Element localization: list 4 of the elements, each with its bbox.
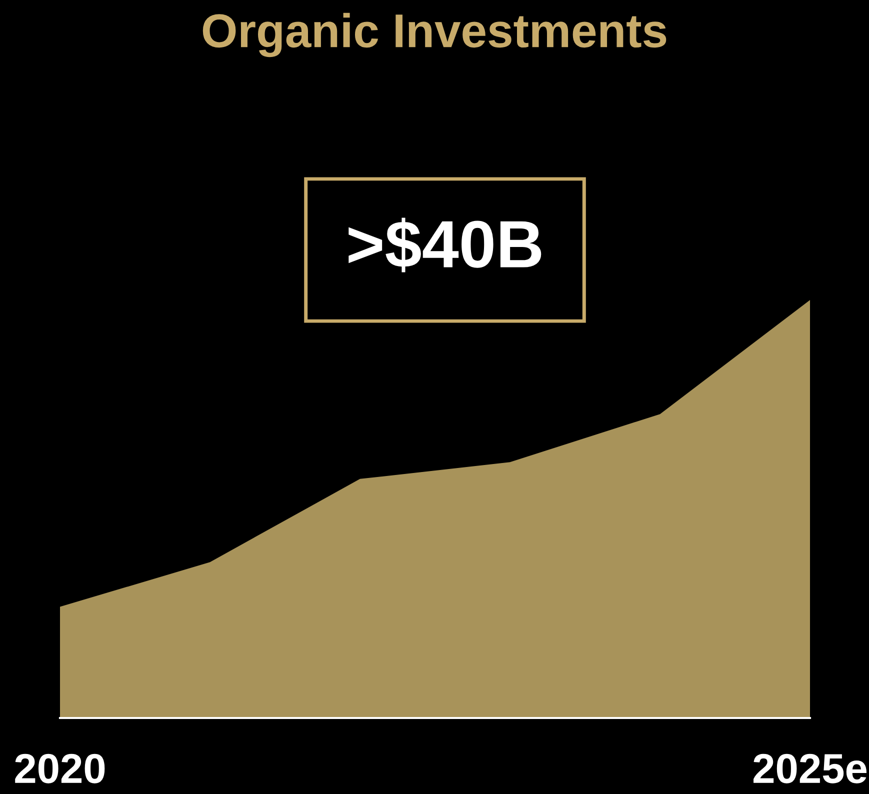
x-tick-label: 2025e <box>754 754 867 784</box>
chart-title: Organic Investments <box>202 12 666 58</box>
x-tick-label: 2020 <box>15 754 105 784</box>
text: >$40B <box>348 218 542 272</box>
